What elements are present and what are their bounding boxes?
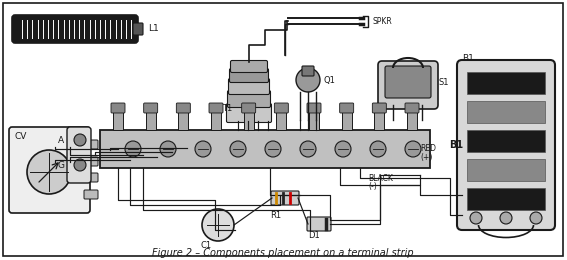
Text: BLACK: BLACK: [368, 173, 393, 183]
Bar: [100, 130, 430, 168]
Bar: [276, 108, 286, 130]
Bar: [244, 108, 253, 130]
Circle shape: [74, 159, 86, 171]
Bar: [113, 108, 123, 130]
FancyBboxPatch shape: [143, 103, 158, 113]
Circle shape: [160, 141, 176, 157]
Text: G: G: [57, 160, 64, 170]
FancyBboxPatch shape: [84, 173, 98, 182]
Text: C1: C1: [200, 240, 211, 250]
Circle shape: [335, 141, 351, 157]
Circle shape: [195, 141, 211, 157]
Text: A: A: [58, 135, 64, 145]
FancyBboxPatch shape: [271, 191, 299, 205]
Text: S1: S1: [438, 77, 448, 87]
FancyBboxPatch shape: [67, 127, 91, 183]
Bar: [309, 108, 319, 130]
Circle shape: [202, 209, 234, 241]
Text: T1: T1: [222, 103, 232, 113]
FancyBboxPatch shape: [230, 68, 269, 82]
FancyBboxPatch shape: [12, 15, 138, 43]
FancyBboxPatch shape: [405, 103, 419, 113]
Text: SPKR: SPKR: [372, 16, 392, 25]
FancyBboxPatch shape: [9, 127, 90, 213]
Circle shape: [370, 141, 386, 157]
Text: B1: B1: [462, 54, 474, 62]
FancyBboxPatch shape: [84, 157, 98, 166]
Text: RED: RED: [420, 144, 436, 153]
Circle shape: [230, 141, 246, 157]
Bar: [342, 108, 352, 130]
Bar: [467, 159, 545, 181]
Circle shape: [74, 134, 86, 146]
FancyBboxPatch shape: [274, 103, 289, 113]
FancyBboxPatch shape: [307, 217, 331, 231]
FancyBboxPatch shape: [84, 140, 98, 149]
FancyBboxPatch shape: [111, 103, 125, 113]
FancyBboxPatch shape: [227, 90, 270, 107]
Circle shape: [470, 212, 482, 224]
Bar: [407, 108, 417, 130]
Text: Figure 2 – Components placement on a terminal strip: Figure 2 – Components placement on a ter…: [152, 248, 414, 258]
FancyBboxPatch shape: [242, 103, 256, 113]
Circle shape: [125, 141, 141, 157]
FancyBboxPatch shape: [378, 61, 438, 109]
Bar: [467, 130, 545, 152]
FancyBboxPatch shape: [84, 190, 98, 199]
Circle shape: [27, 150, 71, 194]
FancyBboxPatch shape: [457, 60, 555, 230]
Circle shape: [300, 141, 316, 157]
FancyBboxPatch shape: [133, 23, 143, 35]
Text: D1: D1: [308, 231, 320, 239]
Bar: [374, 108, 384, 130]
Circle shape: [265, 141, 281, 157]
FancyBboxPatch shape: [226, 103, 272, 122]
Text: R1: R1: [270, 211, 281, 219]
Bar: [467, 72, 545, 94]
Circle shape: [296, 68, 320, 92]
Bar: [467, 101, 545, 123]
Circle shape: [530, 212, 542, 224]
Text: CV: CV: [14, 132, 27, 140]
Text: Q1: Q1: [323, 75, 335, 84]
FancyBboxPatch shape: [302, 66, 314, 76]
Text: (+): (+): [420, 153, 433, 161]
Text: L1: L1: [148, 23, 159, 32]
FancyBboxPatch shape: [176, 103, 191, 113]
FancyBboxPatch shape: [340, 103, 354, 113]
Bar: [211, 108, 221, 130]
FancyBboxPatch shape: [231, 61, 268, 73]
FancyBboxPatch shape: [307, 103, 321, 113]
Bar: [467, 188, 545, 210]
FancyBboxPatch shape: [229, 79, 269, 94]
FancyBboxPatch shape: [385, 66, 431, 98]
Circle shape: [405, 141, 421, 157]
Circle shape: [500, 212, 512, 224]
Bar: [146, 108, 156, 130]
Text: (-): (-): [368, 181, 376, 191]
Bar: [179, 108, 188, 130]
Text: B1: B1: [449, 140, 463, 150]
FancyBboxPatch shape: [373, 103, 386, 113]
FancyBboxPatch shape: [209, 103, 223, 113]
